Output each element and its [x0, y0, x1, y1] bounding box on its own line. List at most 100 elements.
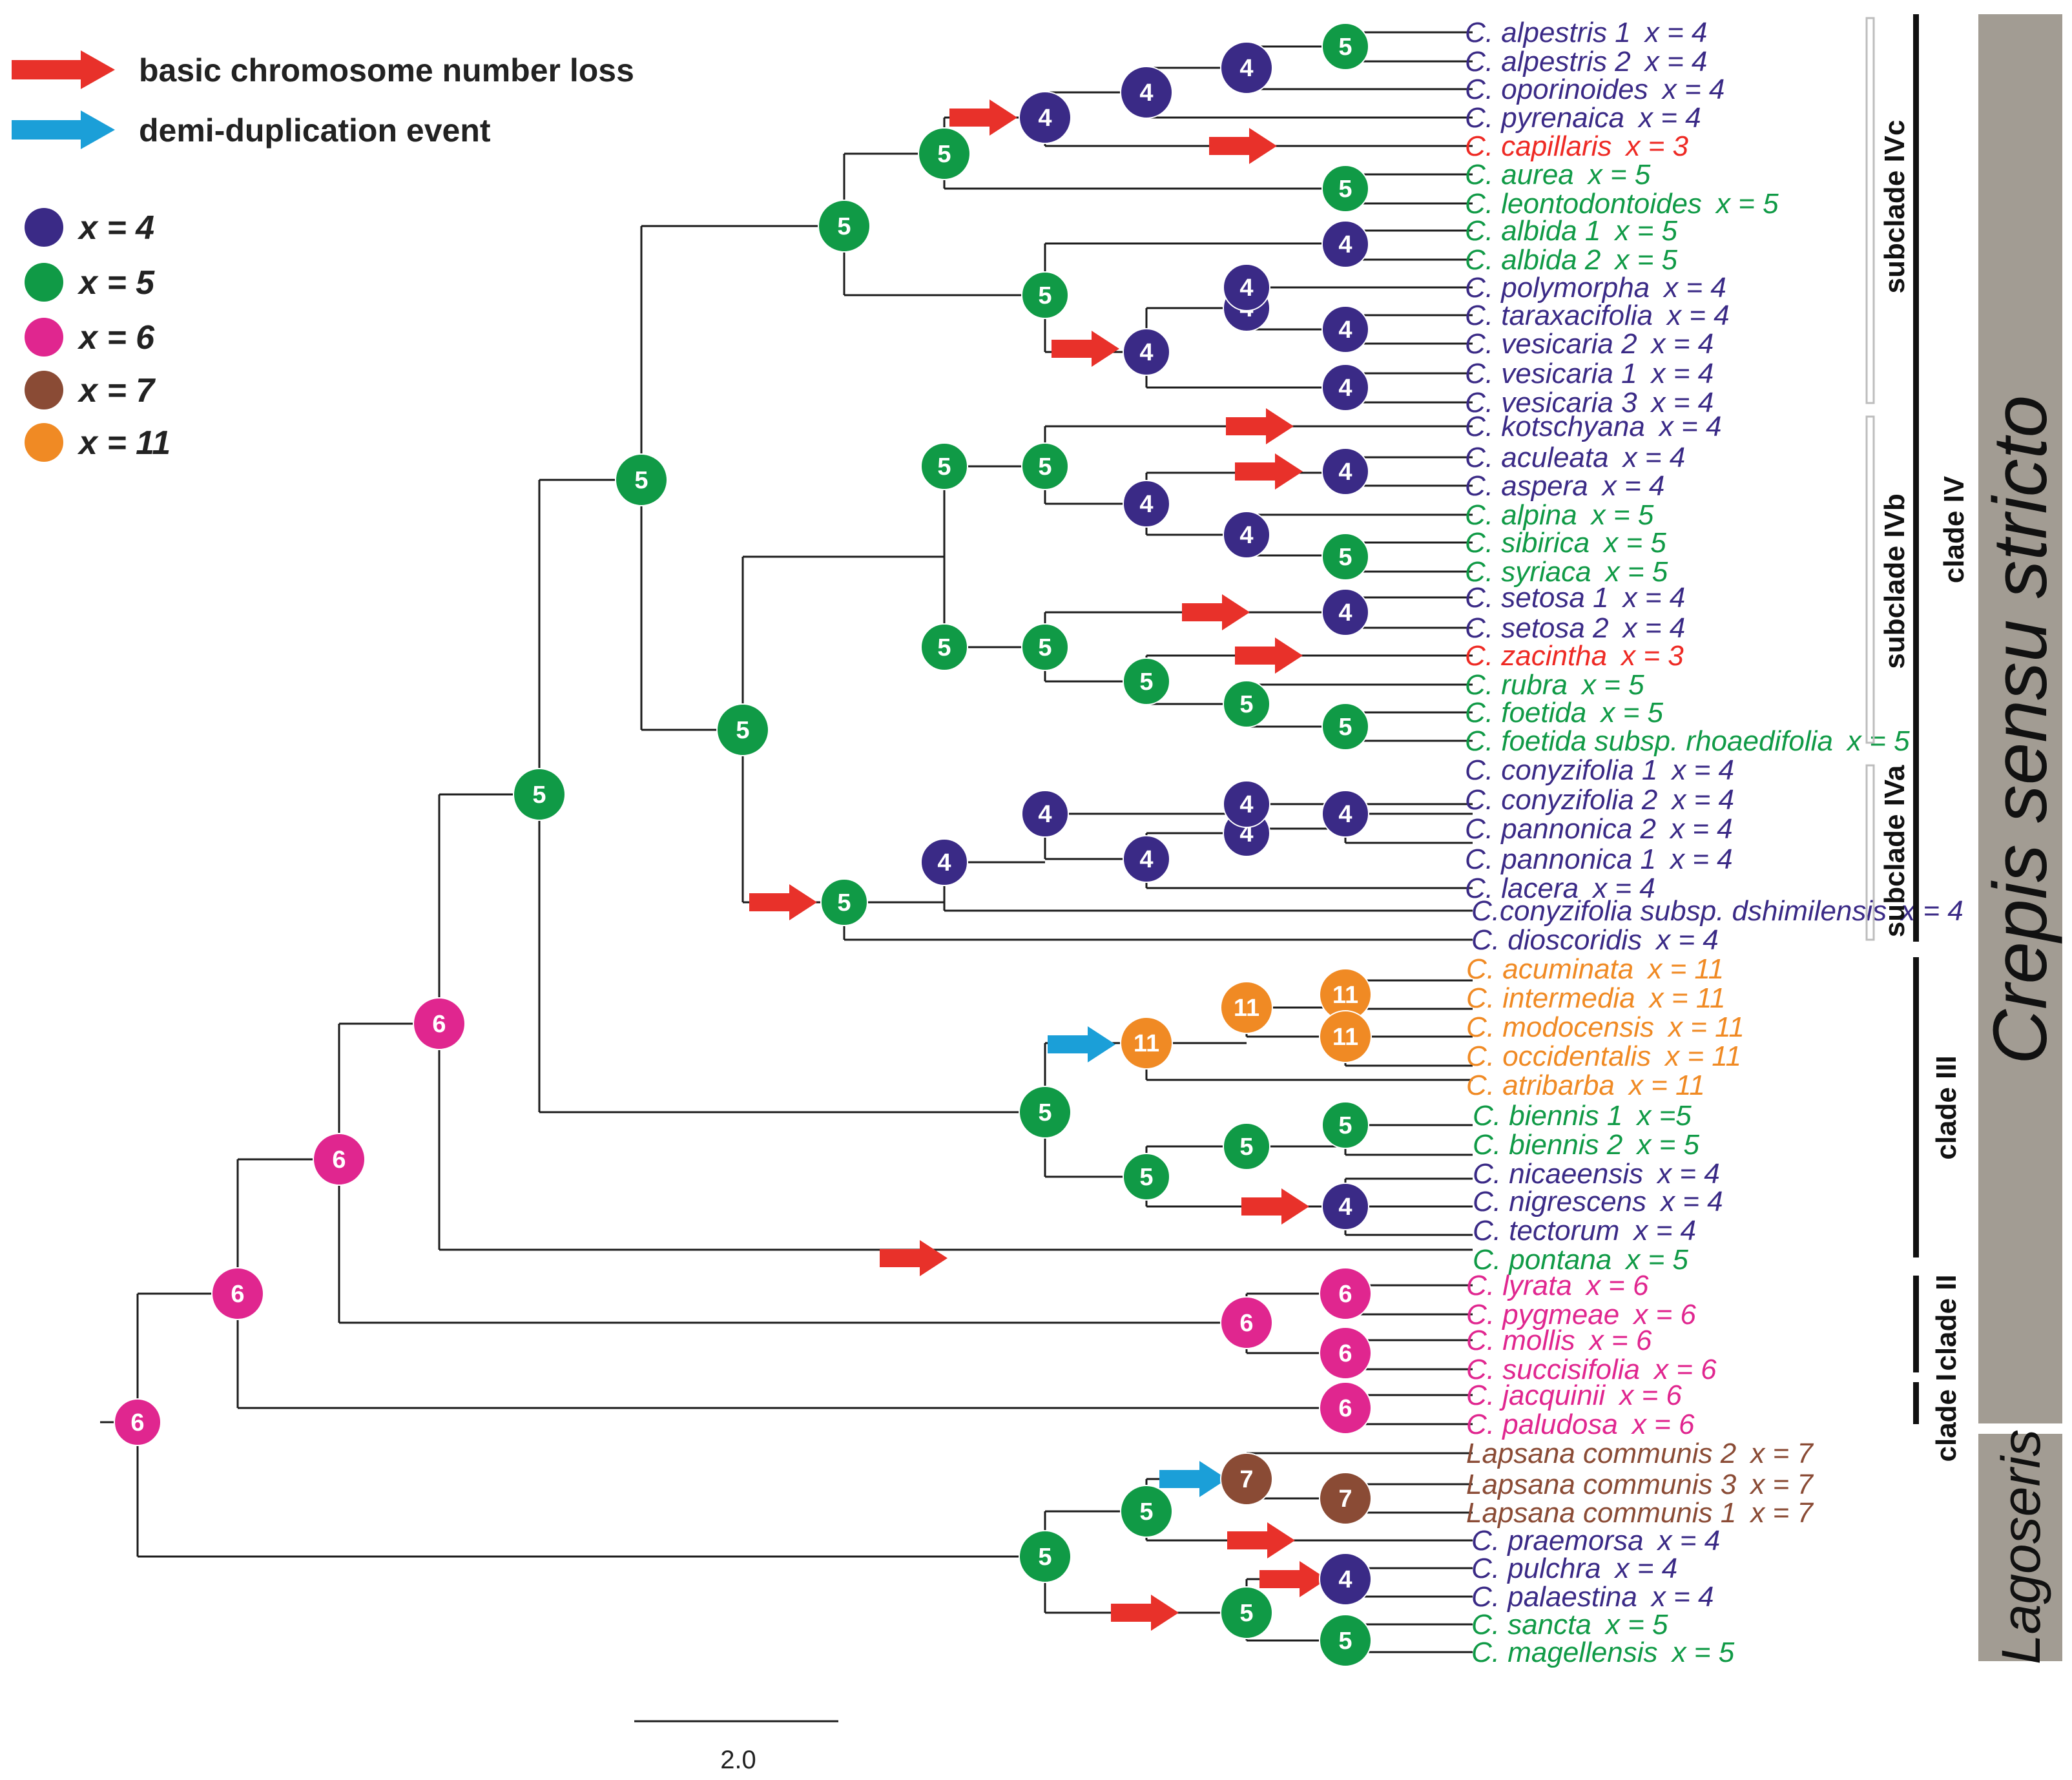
- taxon-label: C. setosa 2 x = 4: [1465, 612, 1685, 644]
- taxon-chromosome-number: x = 11: [1646, 953, 1724, 985]
- taxon-chromosome-number: x = 4: [1655, 924, 1719, 956]
- ancestral-node: 4: [1220, 41, 1273, 94]
- node-pie: [1120, 1017, 1173, 1070]
- taxon-name: C. albida 2: [1465, 244, 1601, 276]
- ancestral-node: 4: [1223, 780, 1270, 828]
- taxon-name: C. kotschyana: [1465, 411, 1645, 442]
- taxon-label: C. polymorpha x = 4: [1465, 272, 1726, 304]
- node-pie: [1223, 1123, 1270, 1170]
- taxon-chromosome-number: x = 4: [1650, 387, 1714, 419]
- node-pie: [1220, 1586, 1273, 1639]
- taxon-chromosome-number: x = 4: [1601, 470, 1665, 502]
- taxon-chromosome-number: x = 7: [1749, 1438, 1814, 1469]
- taxon-name: C. succisifolia: [1466, 1354, 1640, 1385]
- demi-duplication-arrow-icon: [1048, 1026, 1115, 1062]
- ancestral-node: 4: [1321, 364, 1369, 411]
- node-pie: [313, 1133, 366, 1186]
- node-pie: [1123, 480, 1170, 528]
- taxon-name: C. tectorum: [1473, 1215, 1619, 1247]
- taxon-chromosome-number: x = 5: [1613, 215, 1677, 247]
- node-state-label: 4: [1139, 491, 1153, 518]
- taxon-chromosome-number: x = 5: [1602, 527, 1666, 559]
- node-pie: [1123, 657, 1170, 705]
- taxon-label: C. acuminata x = 11: [1466, 953, 1724, 985]
- taxon-name: C. zacintha: [1465, 640, 1607, 672]
- node-pie: [1321, 790, 1369, 838]
- node-pie: [918, 127, 971, 180]
- ancestral-node: 6: [1319, 1382, 1372, 1434]
- node-pie: [1019, 1530, 1072, 1583]
- taxon-chromosome-number: x = 3: [1620, 640, 1684, 672]
- clade-ii-bar: [1913, 1276, 1919, 1372]
- ancestral-node: 5: [716, 703, 769, 756]
- node-state-label: 6: [1338, 1395, 1352, 1422]
- node-pie: [1321, 305, 1369, 353]
- node-state-label: 4: [1038, 801, 1052, 828]
- scale-bar: 2.0: [634, 1720, 838, 1774]
- taxon-name: C. foetida subsp. rhoaedifolia: [1465, 725, 1833, 757]
- clade-i-label: clade I: [1931, 1374, 1962, 1462]
- clade-annotations: subclade IVc subclade IVb subclade IVa c…: [1865, 14, 2063, 1664]
- node-pie: [114, 1398, 161, 1446]
- ancestral-node: 4: [1223, 511, 1270, 559]
- chromosome-loss-arrow-icon: [749, 884, 817, 920]
- chromosome-loss-arrow-icon: [1235, 637, 1303, 674]
- taxon-name: C. conyzifolia 2: [1465, 784, 1657, 816]
- ancestral-node: 4: [1321, 790, 1369, 838]
- crepis-label: Crepis sensu stricto: [1978, 395, 2063, 1064]
- chromosome-loss-arrow-icon: [1241, 1188, 1309, 1225]
- ancestral-node: 5: [1321, 1101, 1369, 1149]
- taxon-name: C. polymorpha: [1465, 272, 1650, 304]
- node-pie: [920, 838, 968, 886]
- taxon-label: Lapsana communis 2 x = 7: [1466, 1438, 1814, 1469]
- ancestral-node: 11: [1220, 981, 1273, 1034]
- node-pie: [1319, 1553, 1372, 1606]
- node-state-label: 4: [937, 849, 951, 876]
- legend-swatch-x7: [25, 371, 63, 409]
- taxon-label: C. modocensis x = 11: [1466, 1011, 1745, 1043]
- node-pie: [716, 703, 769, 756]
- node-state-label: 4: [1139, 846, 1153, 873]
- node-state-label: 4: [1338, 231, 1352, 258]
- node-pie: [1019, 1086, 1072, 1139]
- chromosome-loss-arrow-icon: [1226, 408, 1294, 444]
- taxon-name: C. magellensis: [1471, 1637, 1658, 1668]
- taxon-name: C. vesicaria 2: [1465, 328, 1637, 360]
- taxon-chromosome-number: x = 5: [1635, 1129, 1699, 1161]
- node-state-label: 5: [1338, 544, 1352, 571]
- taxon-label: C. pannonica 1 x = 4: [1465, 843, 1733, 875]
- ancestral-node: 5: [1321, 165, 1369, 212]
- ancestral-node: 11: [1319, 968, 1372, 1021]
- taxon-label: C. biennis 1 x =5: [1473, 1100, 1692, 1132]
- taxon-chromosome-number: x = 4: [1669, 813, 1733, 845]
- taxon-label: C. alpina x = 5: [1465, 499, 1654, 531]
- ancestral-node: 4: [1321, 448, 1369, 495]
- taxon-chromosome-number: x = 5: [1624, 1244, 1688, 1276]
- demi-duplication-arrow-icon: [1159, 1461, 1227, 1497]
- taxon-label: C. lyrata x = 6: [1466, 1270, 1649, 1301]
- taxon-label: C. lacera x = 4: [1465, 873, 1655, 904]
- taxon-label: C. dioscoridis x = 4: [1471, 924, 1719, 956]
- taxon-label: C. setosa 1 x = 4: [1465, 582, 1685, 614]
- taxon-chromosome-number: x = 11: [1664, 1040, 1741, 1072]
- taxon-label: Lapsana communis 3 x = 7: [1466, 1469, 1814, 1500]
- node-state-label: 4: [1338, 316, 1352, 344]
- taxon-name: C. alpestris 1: [1465, 17, 1631, 48]
- node-state-label: 4: [1038, 105, 1052, 132]
- ancestral-node: 4: [1321, 588, 1369, 636]
- taxon-name: C. praemorsa: [1471, 1525, 1644, 1557]
- legend-swatch-x4: [25, 208, 63, 247]
- taxon-label: C. pulchra x = 4: [1471, 1553, 1677, 1584]
- taxon-chromosome-number: x = 5: [1715, 188, 1779, 220]
- taxon-label: C. vesicaria 2 x = 4: [1465, 328, 1714, 360]
- chromosome-loss-arrow-icon: [1052, 331, 1119, 367]
- subclade-ivb-label: subclade IVb: [1879, 493, 1911, 668]
- ancestral-node: 5: [1223, 1123, 1270, 1170]
- subclade-ivc-label: subclade IVc: [1879, 119, 1911, 293]
- taxon-label: C. aculeata x = 4: [1465, 442, 1685, 473]
- ancestral-node: 5: [1321, 703, 1369, 750]
- node-state-label: 4: [1239, 274, 1253, 302]
- node-state-label: 5: [1239, 691, 1253, 718]
- taxon-label: C. foetida x = 5: [1465, 697, 1663, 729]
- ancestral-node: 7: [1319, 1472, 1372, 1525]
